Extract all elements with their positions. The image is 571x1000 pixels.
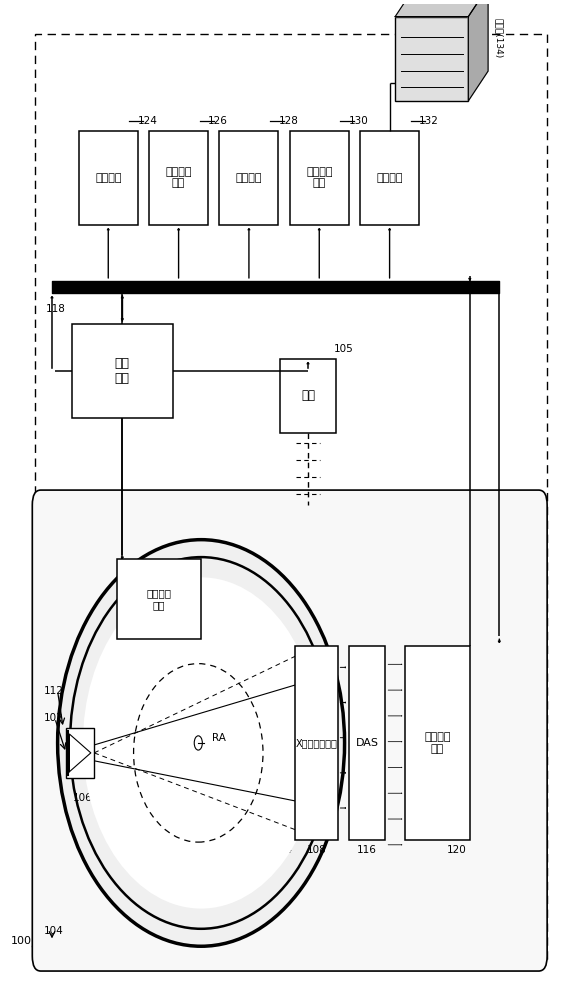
- Bar: [79, 131, 138, 225]
- Text: 输入单元: 输入单元: [236, 173, 262, 183]
- Ellipse shape: [83, 577, 319, 909]
- Text: 118: 118: [46, 304, 66, 314]
- Text: 126: 126: [208, 116, 228, 126]
- Text: 旋转驱动
单元: 旋转驱动 单元: [146, 588, 171, 610]
- Bar: [360, 131, 419, 225]
- Text: 130: 130: [349, 116, 368, 126]
- Text: 图像显示
单元: 图像显示 单元: [306, 167, 332, 189]
- Text: 104: 104: [43, 926, 63, 936]
- Text: 132: 132: [419, 116, 439, 126]
- Bar: [219, 131, 279, 225]
- Text: 105: 105: [333, 344, 353, 354]
- Text: 108: 108: [307, 845, 326, 855]
- Text: 110: 110: [212, 614, 232, 624]
- Text: 服务器(134): 服务器(134): [494, 18, 502, 58]
- Bar: [116, 559, 201, 639]
- Text: 存储单元: 存储单元: [95, 173, 122, 183]
- Bar: [295, 646, 337, 840]
- Bar: [289, 131, 349, 225]
- Text: 控制
单元: 控制 单元: [115, 357, 130, 385]
- Text: 102: 102: [43, 713, 63, 723]
- Text: 112: 112: [43, 686, 63, 696]
- Text: DAS: DAS: [356, 738, 379, 748]
- Text: 116: 116: [357, 845, 377, 855]
- Ellipse shape: [58, 540, 344, 946]
- Text: 124: 124: [138, 116, 158, 126]
- Bar: [405, 646, 470, 840]
- Text: 数据发送
单元: 数据发送 单元: [424, 732, 451, 754]
- Bar: [149, 131, 208, 225]
- Text: 114: 114: [273, 845, 292, 855]
- Text: 通信单元: 通信单元: [376, 173, 403, 183]
- Polygon shape: [395, 0, 488, 17]
- Text: 106: 106: [73, 793, 93, 803]
- Text: 128: 128: [279, 116, 298, 126]
- Text: 台体: 台体: [301, 389, 315, 402]
- Text: FOV: FOV: [140, 852, 161, 862]
- Bar: [349, 646, 385, 840]
- Bar: [395, 17, 468, 101]
- Bar: [66, 728, 94, 778]
- Text: 100: 100: [11, 936, 33, 946]
- Text: 图像处理
单元: 图像处理 单元: [166, 167, 192, 189]
- FancyBboxPatch shape: [33, 490, 547, 971]
- Text: X射线检测单元: X射线检测单元: [296, 738, 337, 748]
- Bar: [72, 324, 173, 418]
- Bar: [280, 359, 336, 433]
- Text: RA: RA: [212, 733, 226, 743]
- Polygon shape: [468, 0, 488, 101]
- Text: 120: 120: [447, 845, 467, 855]
